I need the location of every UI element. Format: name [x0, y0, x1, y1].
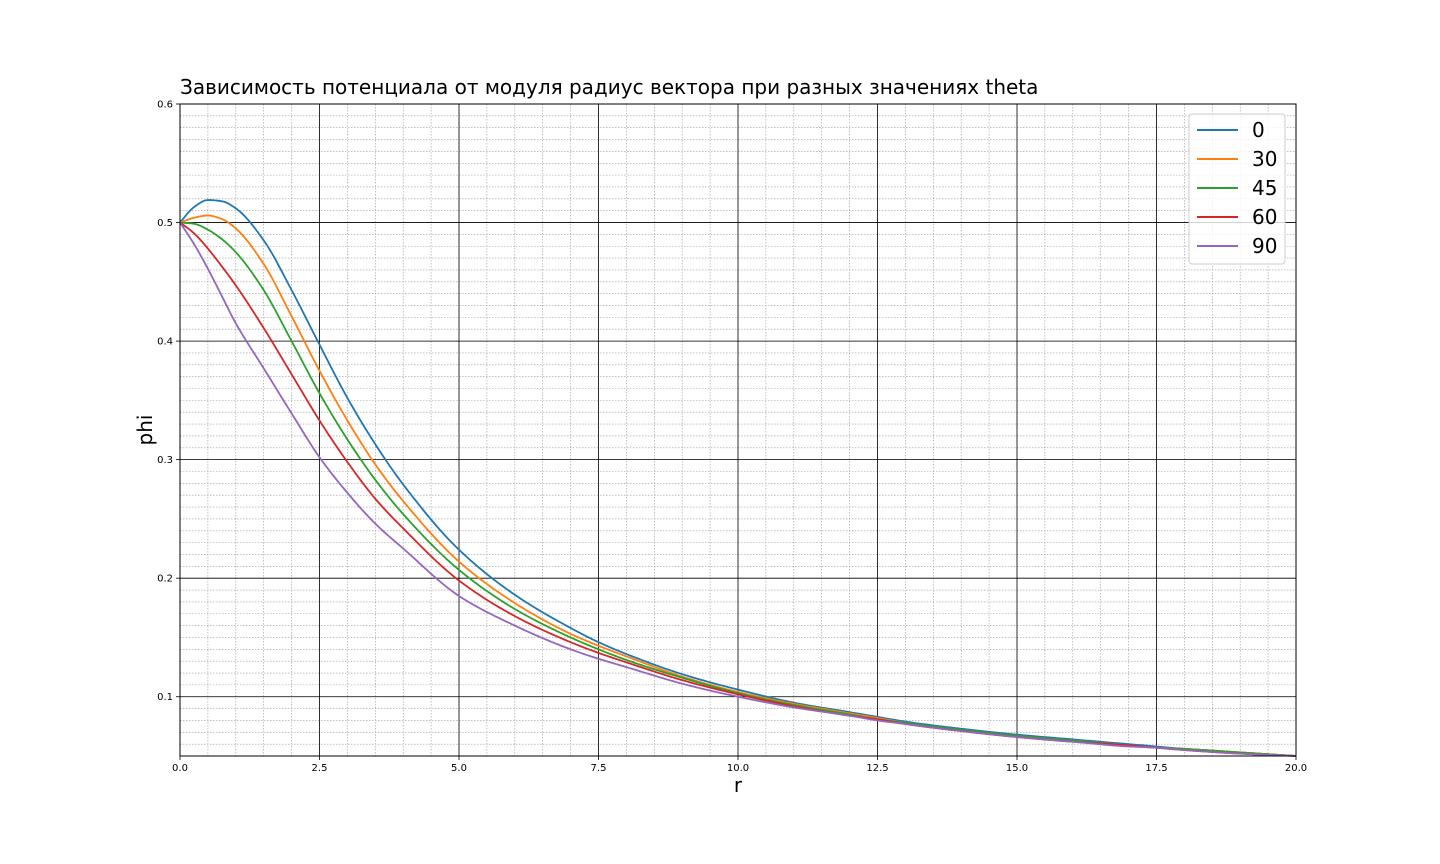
- x-tick-label: 5.0: [451, 763, 467, 774]
- legend: 0 30 45 60 90: [1188, 113, 1286, 265]
- series-line-60: [179, 221, 1297, 757]
- y-tick-label: 0.1: [157, 692, 173, 703]
- series-line-90: [179, 222, 1297, 757]
- x-tick-label: 0.0: [172, 763, 188, 774]
- series-layer: [179, 199, 1297, 757]
- x-tick-label: 20.0: [1285, 763, 1307, 774]
- legend-label-0: 0: [1252, 118, 1265, 142]
- x-tick-label: 17.5: [1145, 763, 1167, 774]
- x-tick-label: 10.0: [727, 763, 749, 774]
- x-tick-label: 12.5: [866, 763, 888, 774]
- series-line-0: [179, 199, 1297, 757]
- legend-label-60: 60: [1252, 205, 1277, 229]
- y-tick-label: 0.2: [157, 574, 173, 585]
- x-tick-label: 2.5: [312, 763, 328, 774]
- y-axis: 0.1 0.2 0.3 0.4 0.5 0.6: [157, 100, 180, 703]
- y-tick-label: 0.3: [157, 455, 173, 466]
- y-tick-label: 0.6: [157, 100, 173, 111]
- legend-label-30: 30: [1252, 147, 1277, 171]
- x-axis-label: r: [734, 773, 743, 797]
- x-axis: 0.0 2.5 5.0 7.5 10.0 12.5 15.0 17.5 20.0: [172, 756, 1307, 774]
- y-tick-label: 0.4: [157, 337, 173, 348]
- y-axis-label: phi: [133, 415, 157, 446]
- x-tick-label: 7.5: [591, 763, 607, 774]
- legend-label-45: 45: [1252, 176, 1277, 200]
- major-grid: [179, 103, 1297, 756]
- x-tick-label: 15.0: [1006, 763, 1028, 774]
- y-tick-label: 0.5: [157, 218, 173, 229]
- legend-label-90: 90: [1252, 234, 1277, 258]
- chart-title: Зависимость потенциала от модуля радиус …: [180, 75, 1038, 99]
